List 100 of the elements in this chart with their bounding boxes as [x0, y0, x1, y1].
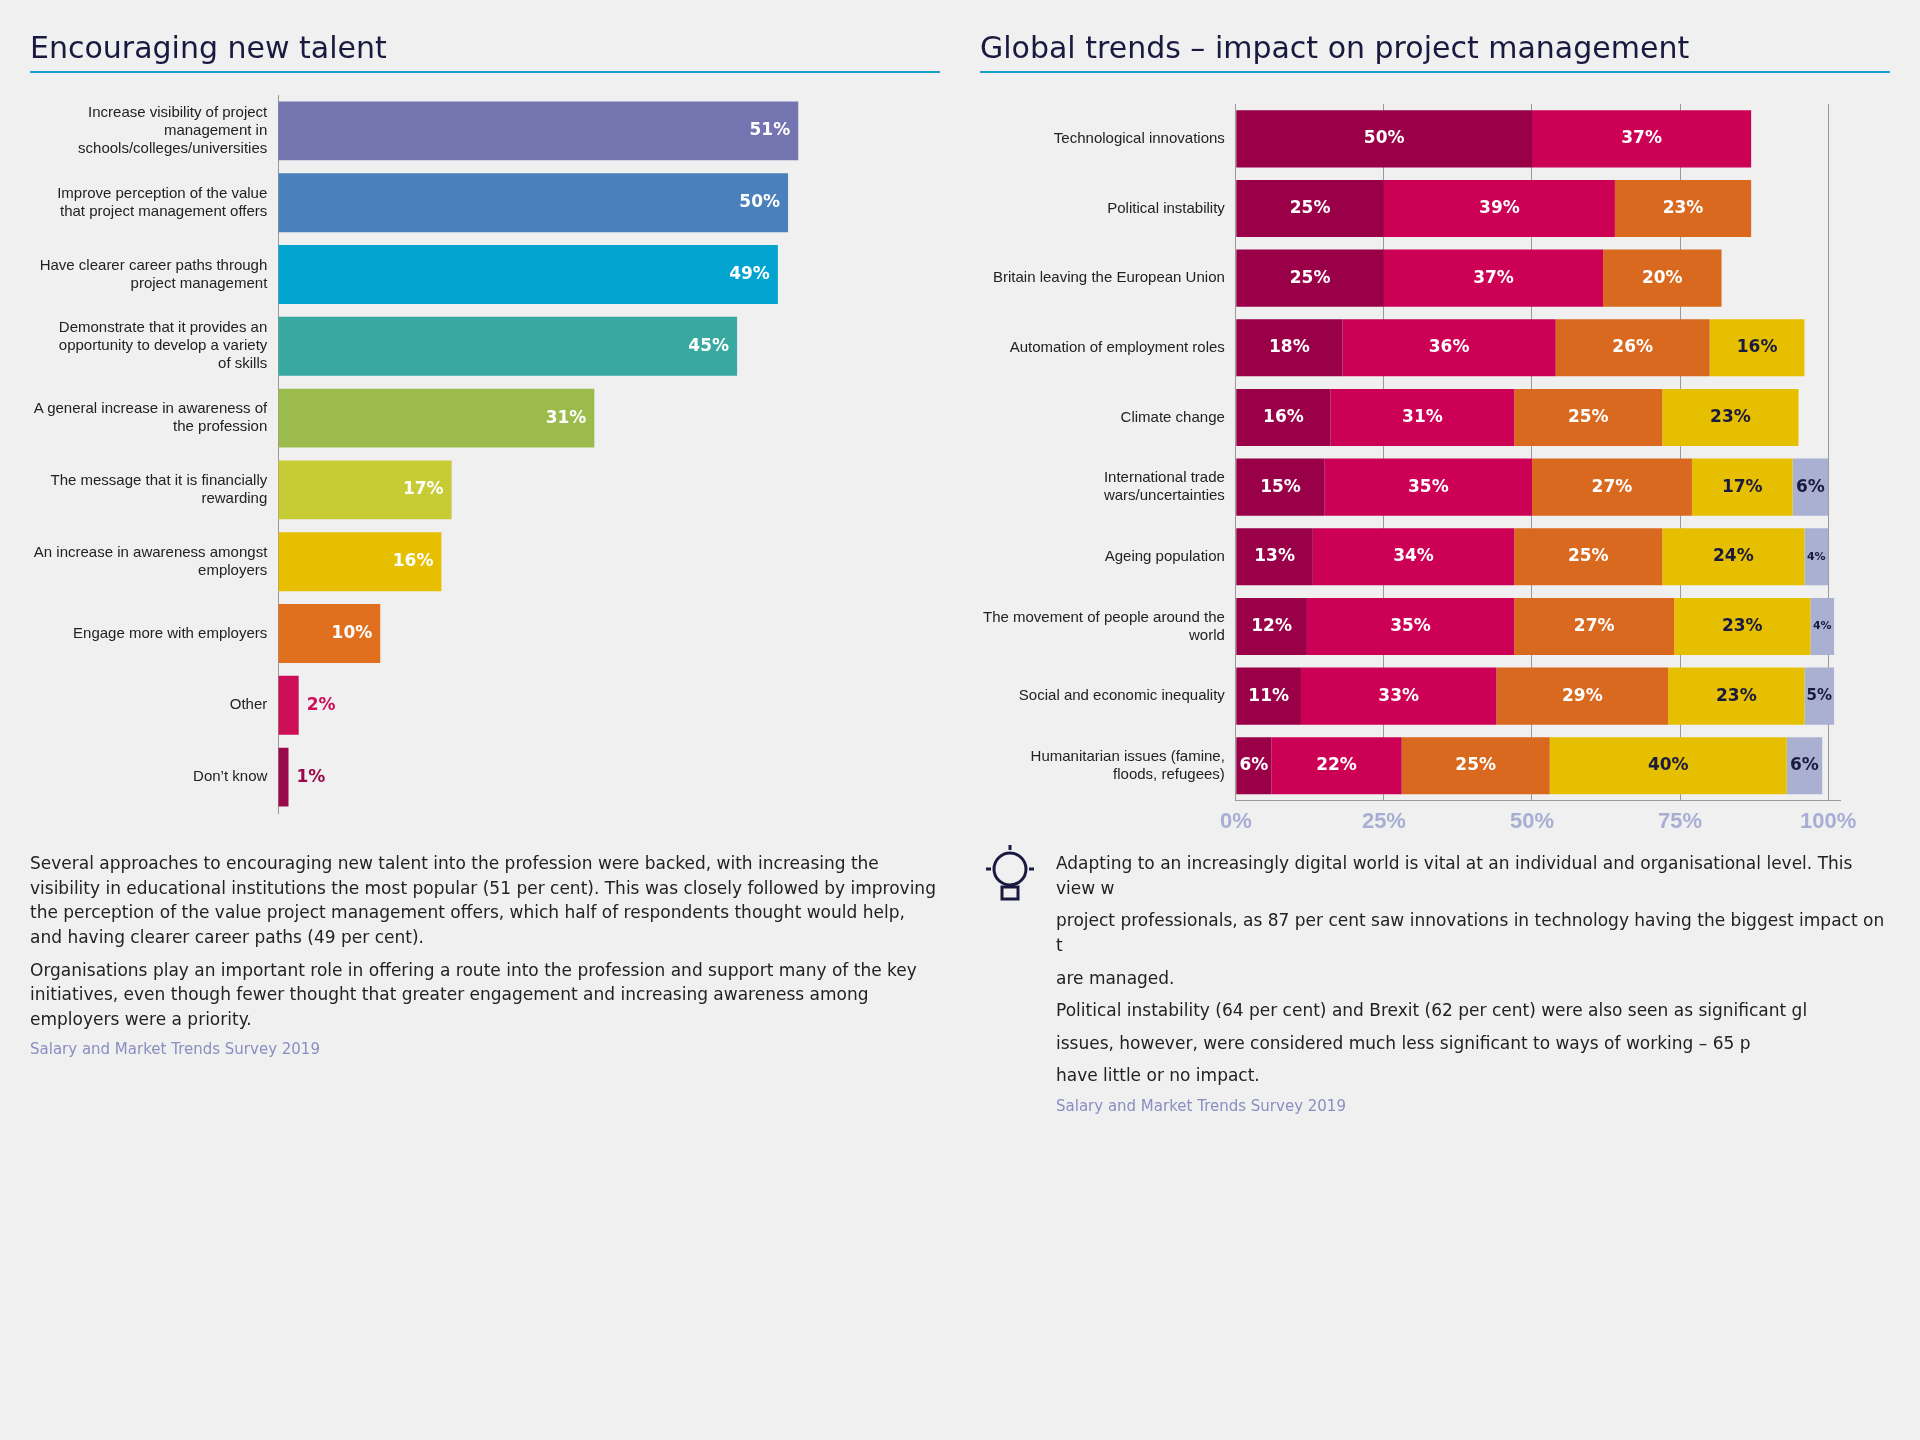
data-label: 15%	[1260, 475, 1301, 496]
y-tick-label: Ageing population	[1104, 546, 1225, 564]
text: Salary and Market Trends Survey 2019	[1056, 1096, 1347, 1118]
y-tick-label: Increase visibility of project management in schools/colleges/universities	[78, 103, 269, 157]
text: Organisations play an important role in offering a route into the profession and support many of the key initiatives, even though fewer thought that greater engagement and increasing awareness among employers were a priority.	[30, 958, 918, 1031]
data-label: 4%	[1812, 619, 1832, 633]
bar	[1306, 597, 1515, 656]
text: are managed.	[1056, 966, 1176, 990]
bar	[1324, 458, 1532, 516]
data-label: 31%	[1402, 405, 1443, 426]
y-tick-label: Other	[229, 695, 268, 713]
text: project professionals, as 87 per cent saw innovations in technology having the biggest impact on t	[1056, 909, 1886, 957]
data-label: 16%	[1263, 405, 1304, 426]
x-tick-label: 75%	[1658, 807, 1703, 833]
y-tick-label: Have clearer career paths through project management	[39, 255, 269, 291]
bar	[278, 245, 778, 304]
chart-title: Global trends – impact on project management	[980, 30, 1890, 73]
bar	[278, 173, 789, 233]
bar	[1300, 667, 1497, 725]
y-tick-label: Improve perception of the value that project management offers	[57, 183, 268, 219]
data-label: 51%	[749, 119, 791, 140]
data-label: 6%	[1790, 754, 1819, 775]
data-label: 6%	[1795, 475, 1825, 496]
bar	[1691, 458, 1793, 516]
bar	[1383, 249, 1604, 307]
bar	[1804, 667, 1835, 725]
data-label: 40%	[1647, 754, 1689, 775]
data-label: 11%	[1248, 684, 1289, 705]
x-tick-label: 25%	[1361, 807, 1406, 833]
bar	[1236, 249, 1384, 307]
bar	[1674, 597, 1811, 656]
y-tick-label: Don’t know	[193, 767, 268, 785]
bar	[1555, 319, 1710, 377]
bar	[1236, 597, 1307, 656]
data-label: 45%	[688, 334, 730, 355]
bar	[1236, 110, 1532, 168]
bar	[1662, 528, 1805, 586]
bar	[278, 101, 799, 161]
bar	[1236, 528, 1313, 586]
bar	[1804, 528, 1829, 586]
y-tick-label: International trade wars/uncertainties	[1102, 468, 1225, 504]
data-label: 24%	[1713, 545, 1754, 566]
data-label: 50%	[1363, 127, 1405, 148]
data-label: 34%	[1393, 545, 1434, 566]
data-label: 23%	[1721, 614, 1763, 635]
bar	[1668, 667, 1805, 725]
data-label: 25%	[1455, 754, 1497, 775]
bar	[278, 675, 299, 735]
data-label: 25%	[1567, 545, 1609, 566]
bar	[1236, 667, 1301, 725]
text: Adapting to an increasingly digital world is vital at an individual and organisational level. This view w	[1056, 852, 1854, 900]
y-tick-label: The message that it is financially rewarding	[50, 471, 268, 507]
y-tick-label: The movement of people around the world	[983, 607, 1225, 643]
x-tick-label: 50%	[1509, 807, 1555, 833]
bar	[278, 388, 595, 448]
bar	[1514, 528, 1663, 586]
data-label: 12%	[1251, 614, 1292, 635]
data-label: 18%	[1269, 336, 1310, 357]
bar	[1810, 597, 1835, 656]
data-label: 31%	[545, 406, 587, 427]
data-label: 35%	[1390, 614, 1431, 635]
bar	[1496, 667, 1669, 725]
bar	[1236, 179, 1384, 238]
data-label: 27%	[1591, 475, 1633, 496]
text: Several approaches to encouraging new talent into the profession were backed, with increasing the visibility in educational institutions the most popular (51 per cent). This was closely followed by improving the perception of the value project management offers, which half of respondents thought would help, and having clearer career paths (49 per cent).	[30, 852, 937, 949]
data-label: 6%	[1239, 754, 1269, 775]
bar	[1514, 388, 1663, 447]
bar	[278, 316, 738, 376]
bar	[1236, 319, 1343, 377]
y-tick-label: Technological innovations	[1053, 128, 1225, 146]
y-tick-label: Political instability	[1107, 198, 1226, 216]
data-label: 20%	[1641, 266, 1683, 287]
data-label: 25%	[1567, 405, 1609, 426]
bar	[1236, 458, 1325, 516]
bar	[1709, 319, 1805, 377]
x-tick-label: 100%	[1800, 807, 1857, 833]
text: issues, however, were considered much less significant to ways of working – 65 p	[1056, 1031, 1752, 1055]
bar	[278, 604, 381, 663]
bar	[278, 460, 452, 520]
text: Political instability (64 per cent) and Brexit (62 per cent) were also seen as significant gl	[1056, 999, 1809, 1023]
bar	[1531, 458, 1692, 516]
bar	[1271, 737, 1402, 795]
bar	[1236, 388, 1331, 447]
data-label: 36%	[1428, 336, 1470, 357]
data-label: 29%	[1561, 684, 1603, 705]
y-tick-label: Demonstrate that it provides an opportunity to develop a variety of skills	[58, 318, 268, 372]
bar	[1342, 319, 1556, 377]
data-label: 33%	[1378, 684, 1420, 705]
y-tick-label: Britain leaving the European Union	[993, 268, 1225, 286]
y-tick-label: Climate change	[1120, 407, 1225, 425]
bar	[1330, 388, 1515, 447]
bar	[278, 532, 442, 592]
data-label: 10%	[331, 621, 373, 642]
y-tick-label: Social and economic inequality	[1018, 686, 1226, 704]
y-tick-label: An increase in awareness amongst employers	[33, 542, 269, 578]
data-label: 17%	[1721, 475, 1763, 496]
data-label: 49%	[729, 262, 770, 283]
data-label: 23%	[1662, 196, 1704, 217]
data-label: 39%	[1479, 196, 1520, 217]
chart-title: Encouraging new talent	[30, 30, 940, 73]
